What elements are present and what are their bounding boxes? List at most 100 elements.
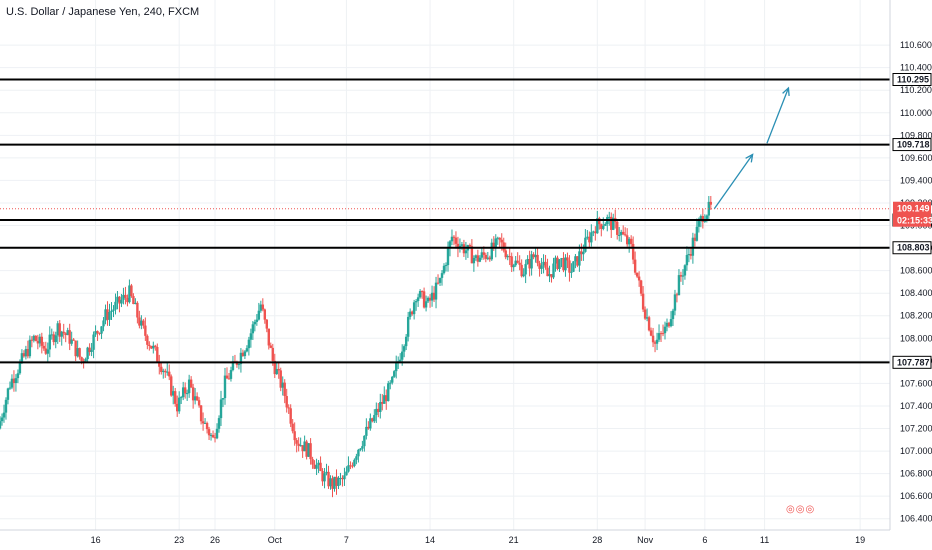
candle-body <box>414 301 418 303</box>
candle-body <box>412 302 416 315</box>
candle-body <box>0 417 4 422</box>
candle-body <box>691 237 695 256</box>
candle-body <box>526 259 529 265</box>
candle-body <box>645 317 649 319</box>
candle-body <box>12 378 16 383</box>
candle-body <box>98 332 101 334</box>
candle-body <box>408 311 412 317</box>
candle-body <box>544 261 547 268</box>
candle-body <box>303 441 306 452</box>
candle-body <box>257 310 261 320</box>
candle-body <box>2 412 6 418</box>
candle-body <box>245 348 249 352</box>
candle-body <box>574 256 577 262</box>
candle-body <box>498 237 501 240</box>
candle-body <box>558 259 561 269</box>
candle-body <box>8 387 12 389</box>
x-tick-label: 11 <box>760 535 769 545</box>
candle-body <box>578 251 581 266</box>
x-tick-label: 28 <box>592 535 602 545</box>
candle-body <box>504 250 507 258</box>
y-tick-label: 108.400 <box>900 288 932 298</box>
candle-body <box>283 382 286 397</box>
candle-body <box>693 237 697 241</box>
candle-body <box>454 237 458 244</box>
candle-body <box>181 387 185 398</box>
candle-body <box>351 465 354 467</box>
candle-body <box>321 470 324 482</box>
candle-body <box>602 225 605 229</box>
candle-body <box>623 234 627 236</box>
candle-body <box>279 370 282 388</box>
candle-body <box>416 297 420 302</box>
candle-body <box>62 331 65 334</box>
candle-body <box>536 254 539 264</box>
candle-body <box>207 429 211 436</box>
candle-body <box>616 221 619 235</box>
candle-body <box>295 440 298 444</box>
candle-body <box>337 477 340 486</box>
candle-body <box>612 217 615 230</box>
candle-body <box>516 260 519 263</box>
candle-body <box>556 257 559 269</box>
candle-body <box>572 261 575 272</box>
candle-body <box>217 418 221 429</box>
candle-body <box>201 421 205 424</box>
candles <box>0 195 713 498</box>
level-badge-label: 108.803 <box>897 243 930 253</box>
candle-body <box>26 349 30 357</box>
candle-body <box>164 370 167 373</box>
candle-body <box>369 418 372 429</box>
candle-body <box>112 309 115 311</box>
y-tick-label: 110.000 <box>900 108 932 118</box>
candle-body <box>229 370 233 379</box>
candle-body <box>450 236 454 242</box>
current-price-badge <box>893 201 931 227</box>
level-badge <box>892 241 932 255</box>
candle-body <box>205 422 209 430</box>
y-tick-label: 107.200 <box>900 424 932 434</box>
candle-body <box>265 319 269 329</box>
candle-body <box>508 256 511 258</box>
candle-body <box>40 336 44 346</box>
candle-body <box>496 237 499 239</box>
candle-body <box>683 265 687 276</box>
candle-body <box>406 316 410 337</box>
candle-body <box>651 335 655 343</box>
level-badge <box>892 355 932 369</box>
candle-body <box>494 238 497 249</box>
candle-body <box>126 297 129 303</box>
candle-body <box>353 459 356 467</box>
candle-body <box>263 309 267 320</box>
countdown-label: 02:15:33 <box>897 216 932 226</box>
candle-body <box>60 331 63 337</box>
candle-body <box>649 330 653 336</box>
candle-body <box>247 339 251 349</box>
candle-body <box>621 231 625 235</box>
candle-body <box>152 345 155 349</box>
candle-body <box>379 401 382 413</box>
candle-body <box>317 462 320 466</box>
candle-body <box>383 395 386 404</box>
candle-body <box>239 352 243 365</box>
candle-body <box>363 435 366 447</box>
candle-body <box>524 264 527 275</box>
candle-body <box>566 257 569 261</box>
candle-body <box>140 320 143 326</box>
candle-body <box>22 353 26 357</box>
candle-body <box>478 257 482 262</box>
candle-body <box>391 376 394 383</box>
y-tick-label: 109.800 <box>900 130 932 140</box>
candle-body <box>241 352 245 357</box>
candle-body <box>400 351 404 360</box>
y-tick-label: 107.600 <box>900 378 932 388</box>
arrow-head <box>745 153 754 163</box>
candle-body <box>482 252 486 255</box>
candle-body <box>38 336 42 344</box>
candle-body <box>277 368 280 371</box>
candle-body <box>96 331 99 333</box>
candle-body <box>371 418 374 422</box>
candle-body <box>341 477 344 480</box>
candle-body <box>333 476 336 489</box>
candle-body <box>80 357 83 362</box>
